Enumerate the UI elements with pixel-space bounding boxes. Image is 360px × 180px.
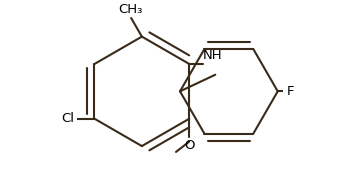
Text: F: F <box>287 85 294 98</box>
Text: CH₃: CH₃ <box>118 3 142 17</box>
Text: O: O <box>184 139 194 152</box>
Text: Cl: Cl <box>61 112 74 125</box>
Text: NH: NH <box>203 50 222 62</box>
